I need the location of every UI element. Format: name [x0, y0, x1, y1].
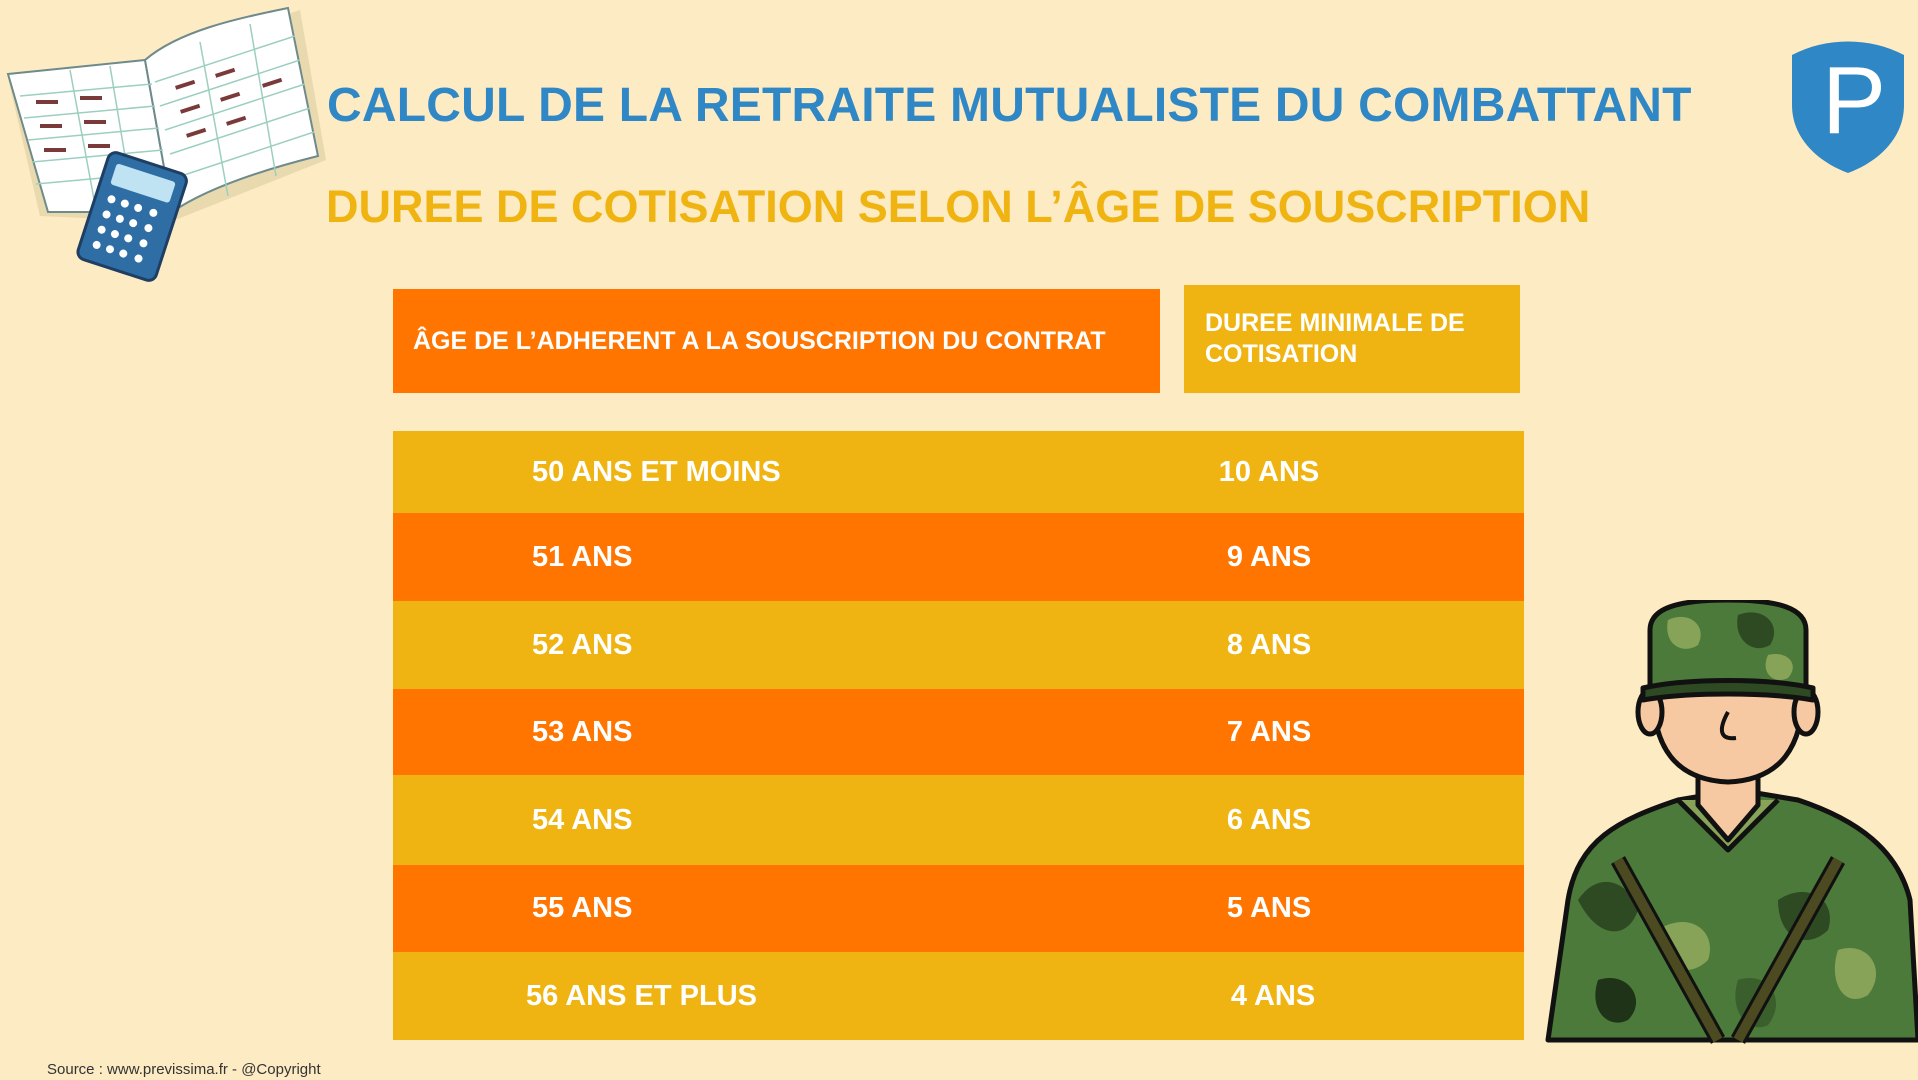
calculator-icon [76, 151, 188, 282]
row-age: 56 ANS ET PLUS [526, 979, 757, 1012]
row-age: 55 ANS [532, 892, 633, 924]
header-duration-line2: COTISATION [1205, 340, 1358, 368]
row-duration: 10 ANS [1218, 455, 1320, 488]
table-row: 54 ANS 6 ANS [393, 775, 1524, 865]
page-subtitle: DUREE DE COTISATION SELON L’ÂGE DE SOUSC… [326, 181, 1591, 232]
table-row: 55 ANS 5 ANS [393, 865, 1524, 952]
row-duration: 6 ANS [1226, 803, 1312, 836]
logo-letter: P [1822, 47, 1886, 154]
header-duration-cell: DUREE MINIMALE DE COTISATION [1184, 285, 1520, 393]
soldier-icon [1545, 600, 1918, 1044]
row-duration: 9 ANS [1226, 540, 1312, 573]
shield-logo: P [1792, 41, 1904, 173]
table-row: 50 ANS ET MOINS 10 ANS [393, 431, 1524, 513]
source-credit: Source : www.previssima.fr - @Copyright [47, 1061, 321, 1078]
header-duration-line1: DUREE MINIMALE DE [1205, 309, 1465, 337]
row-age: 52 ANS [532, 628, 633, 661]
table-row: 56 ANS ET PLUS 4 ANS [393, 952, 1524, 1040]
row-duration: 8 ANS [1226, 628, 1312, 661]
table-row: 51 ANS 9 ANS [393, 513, 1524, 601]
shield-icon [1792, 41, 1904, 173]
book-calculator-illustration [6, 6, 326, 282]
row-age: 51 ANS [532, 540, 633, 573]
row-duration: 7 ANS [1226, 715, 1312, 748]
soldier-illustration [1545, 600, 1918, 1044]
header-age-cell: ÂGE DE L’ADHERENT A LA SOUSCRIPTION DU C… [393, 289, 1160, 393]
header-duration-label: DUREE MINIMALE DE COTISATION [1205, 308, 1465, 370]
row-duration: 5 ANS [1226, 892, 1312, 924]
table-row: 52 ANS 8 ANS [393, 601, 1524, 689]
row-age: 53 ANS [532, 715, 633, 748]
row-age: 54 ANS [532, 803, 633, 836]
duration-table: 50 ANS ET MOINS 10 ANS 51 ANS 9 ANS 52 A… [393, 431, 1524, 1040]
row-age: 50 ANS ET MOINS [532, 455, 781, 488]
page-title: CALCUL DE LA RETRAITE MUTUALISTE DU COMB… [327, 79, 1692, 132]
table-row: 53 ANS 7 ANS [393, 689, 1524, 775]
open-book-icon [6, 6, 326, 222]
header-age-label: ÂGE DE L’ADHERENT A LA SOUSCRIPTION DU C… [413, 326, 1106, 355]
row-duration: 4 ANS [1230, 979, 1316, 1012]
